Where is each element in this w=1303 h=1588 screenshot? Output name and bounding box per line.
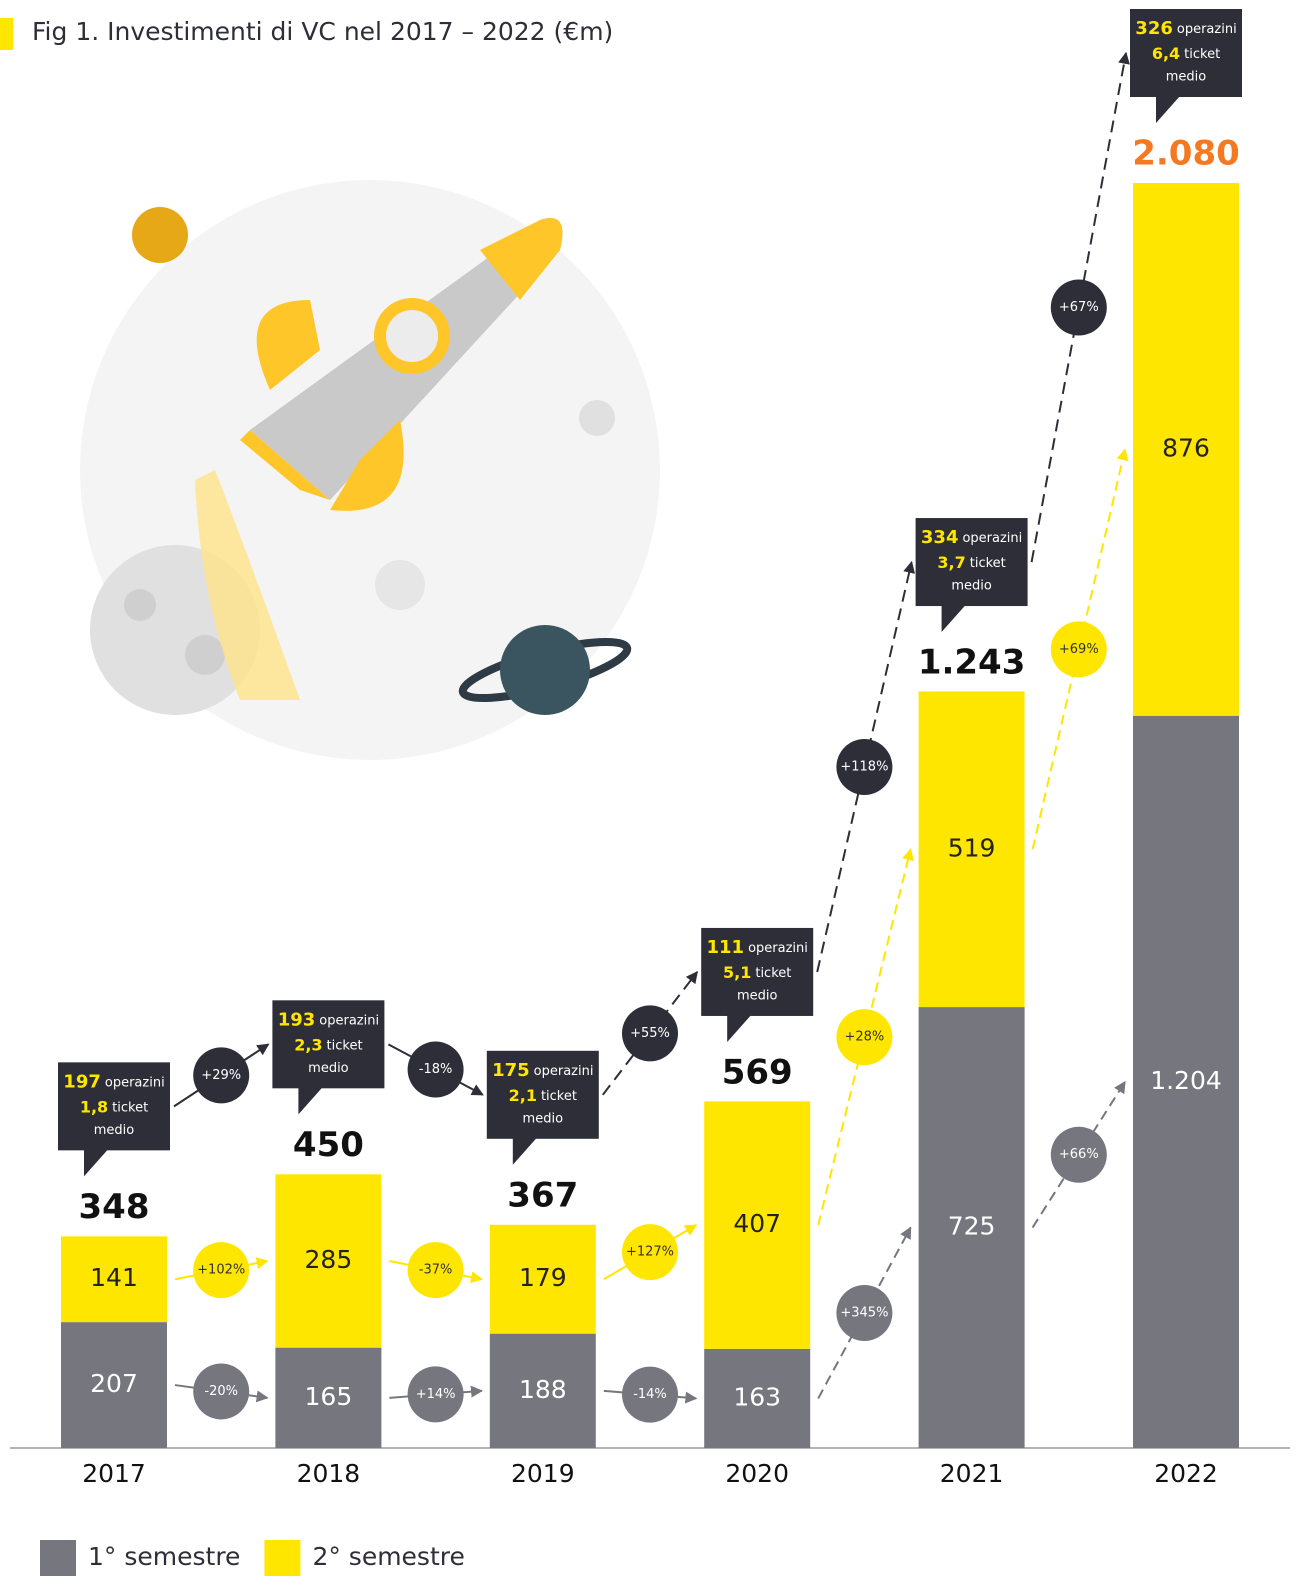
value-label: 207 — [90, 1369, 138, 1398]
callout-line: 175 operazini — [492, 1060, 593, 1081]
deals-word: operazini — [1177, 22, 1237, 37]
legend-label: 2° semestre — [312, 1542, 464, 1571]
growth-label: -14% — [633, 1387, 667, 1402]
total-label: 348 — [79, 1187, 150, 1227]
callout-pointer — [1156, 96, 1180, 123]
ticket-word: ticket — [112, 1100, 148, 1115]
avg-word: medio — [1166, 70, 1207, 85]
avg-word: medio — [737, 988, 778, 1003]
deals-count: 193 — [278, 1009, 316, 1030]
legend-label: 1° semestre — [88, 1542, 240, 1571]
growth-label: +102% — [197, 1263, 245, 1278]
callout-line: 5,1 ticket — [723, 962, 791, 981]
callout-line: 197 operazini — [63, 1071, 164, 1092]
deals-count: 326 — [1135, 18, 1173, 39]
callout-pointer — [513, 1138, 537, 1165]
ticket-value: 2,1 — [509, 1085, 537, 1104]
ticket-value: 1,8 — [80, 1097, 108, 1116]
value-label: 1.204 — [1150, 1066, 1222, 1095]
title-accent — [0, 18, 13, 50]
growth-label: +127% — [626, 1245, 674, 1260]
value-label: 163 — [733, 1382, 781, 1411]
x-tick-label: 2022 — [1154, 1459, 1218, 1488]
growth-label: +28% — [845, 1030, 885, 1045]
value-label: 285 — [305, 1245, 353, 1274]
deals-word: operazini — [962, 531, 1022, 546]
x-tick-label: 2020 — [725, 1459, 789, 1488]
total-label: 1.243 — [918, 643, 1026, 683]
growth-label: +14% — [416, 1387, 456, 1402]
ticket-word: ticket — [970, 556, 1006, 571]
ticket-word: ticket — [327, 1038, 363, 1053]
x-tick-label: 2017 — [82, 1459, 146, 1488]
illustration — [80, 180, 660, 760]
total-label: 569 — [722, 1052, 793, 1092]
ticket-word: ticket — [1184, 47, 1220, 62]
avg-word: medio — [308, 1061, 349, 1076]
ticket-word: ticket — [755, 965, 791, 980]
callout-pointer — [942, 605, 966, 632]
value-label: 519 — [948, 833, 996, 862]
growth-label: -20% — [204, 1384, 238, 1399]
legend-swatch — [40, 1540, 76, 1576]
x-tick-label: 2018 — [297, 1459, 361, 1488]
deals-word: operazini — [105, 1075, 165, 1090]
x-tick-label: 2019 — [511, 1459, 575, 1488]
value-label: 725 — [948, 1212, 996, 1241]
callout-pointer — [727, 1015, 751, 1042]
growth-label: +29% — [201, 1068, 241, 1083]
value-label: 188 — [519, 1375, 567, 1404]
callout-line: 6,4 ticket — [1152, 44, 1220, 63]
deals-count: 334 — [921, 527, 959, 548]
callout-line: 3,7 ticket — [937, 553, 1005, 572]
deals-word: operazini — [748, 940, 808, 955]
deals-count: 197 — [63, 1071, 101, 1092]
growth-label: +118% — [840, 759, 888, 774]
growth-label: -37% — [419, 1263, 453, 1278]
avg-word: medio — [523, 1111, 564, 1126]
ticket-word: ticket — [541, 1088, 577, 1103]
value-label: 407 — [733, 1209, 781, 1238]
callout-line: 2,3 ticket — [294, 1035, 362, 1054]
callout-line: 2,1 ticket — [509, 1085, 577, 1104]
ticket-value: 2,3 — [294, 1035, 322, 1054]
callout-line: 1,8 ticket — [80, 1097, 148, 1116]
growth-label: +66% — [1059, 1147, 1099, 1162]
ticket-value: 3,7 — [937, 553, 965, 572]
deals-count: 111 — [707, 937, 745, 958]
callout-pointer — [298, 1087, 322, 1114]
growth-label: -18% — [419, 1062, 453, 1077]
page: {"chart_data": {"type": "stacked-bar", "… — [0, 0, 1303, 1588]
chart-title: Fig 1. Investimenti di VC nel 2017 – 202… — [32, 17, 613, 46]
deals-word: operazini — [319, 1013, 379, 1028]
growth-label: +67% — [1059, 300, 1099, 315]
total-label: 2.080 — [1132, 134, 1240, 174]
x-tick-label: 2021 — [940, 1459, 1004, 1488]
value-label: 179 — [519, 1263, 567, 1292]
total-label: 367 — [507, 1175, 578, 1215]
value-label: 876 — [1162, 433, 1210, 462]
avg-word: medio — [951, 579, 992, 594]
ticket-value: 5,1 — [723, 962, 751, 981]
growth-label: +345% — [840, 1305, 888, 1320]
growth-label: +69% — [1059, 642, 1099, 657]
legend-swatch — [264, 1540, 300, 1576]
callout-pointer — [84, 1149, 108, 1176]
total-label: 450 — [293, 1125, 364, 1165]
growth-label: +55% — [630, 1026, 670, 1041]
deals-word: operazini — [534, 1063, 594, 1078]
value-label: 141 — [90, 1263, 138, 1292]
ticket-value: 6,4 — [1152, 44, 1180, 63]
callout-line: 326 operazini — [1135, 18, 1236, 39]
value-label: 165 — [305, 1382, 353, 1411]
chart: Fig 1. Investimenti di VC nel 2017 – 202… — [0, 0, 1303, 1588]
deals-count: 175 — [492, 1060, 530, 1081]
avg-word: medio — [94, 1123, 135, 1138]
